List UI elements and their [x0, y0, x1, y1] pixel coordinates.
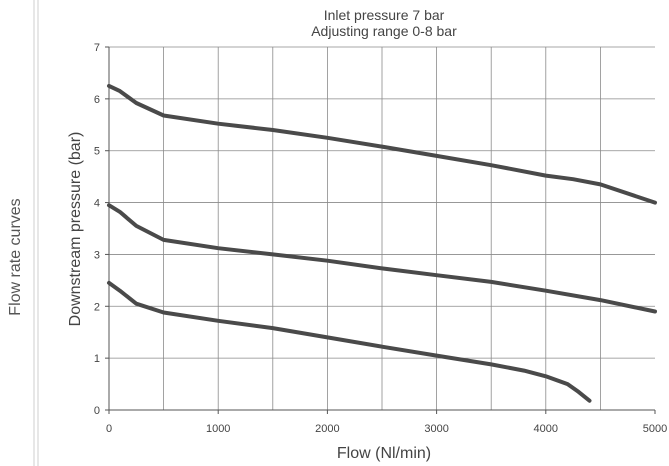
- series-line-3: [107, 280, 592, 403]
- x-tick-label: 3000: [424, 423, 448, 435]
- x-tick-label: 4000: [534, 423, 558, 435]
- y-tick-label: 7: [94, 42, 100, 54]
- x-axis-title: Flow (Nl/min): [337, 445, 431, 462]
- side-title: Flow rate curves: [7, 198, 24, 315]
- y-tick-label: 0: [94, 405, 100, 417]
- tick-labels: 0 1 2 3 4 5 6 7 0 1000 2000 3000 4000 5000: [94, 42, 667, 435]
- y-tick-label: 2: [94, 301, 100, 313]
- y-tick-label: 4: [94, 198, 100, 210]
- x-tick-label: 1000: [206, 423, 230, 435]
- y-tick-label: 6: [94, 94, 100, 106]
- y-axis-title: Downstream pressure (bar): [67, 132, 84, 327]
- grid: [109, 46, 655, 410]
- axes: [105, 46, 656, 414]
- y-tick-label: 3: [94, 249, 100, 261]
- y-tick-label: 1: [94, 353, 100, 365]
- series-line-1: [107, 83, 657, 205]
- series-line-2: [107, 203, 657, 314]
- series-group: [107, 83, 657, 403]
- x-tick-label: 2000: [315, 423, 339, 435]
- chart-title-line-2: Adjusting range 0-8 bar: [311, 23, 457, 39]
- y-tick-label: 5: [94, 146, 100, 158]
- chart-title-line-1: Inlet pressure 7 bar: [324, 7, 445, 23]
- x-tick-label: 5000: [643, 423, 667, 435]
- x-tick-label: 0: [106, 423, 112, 435]
